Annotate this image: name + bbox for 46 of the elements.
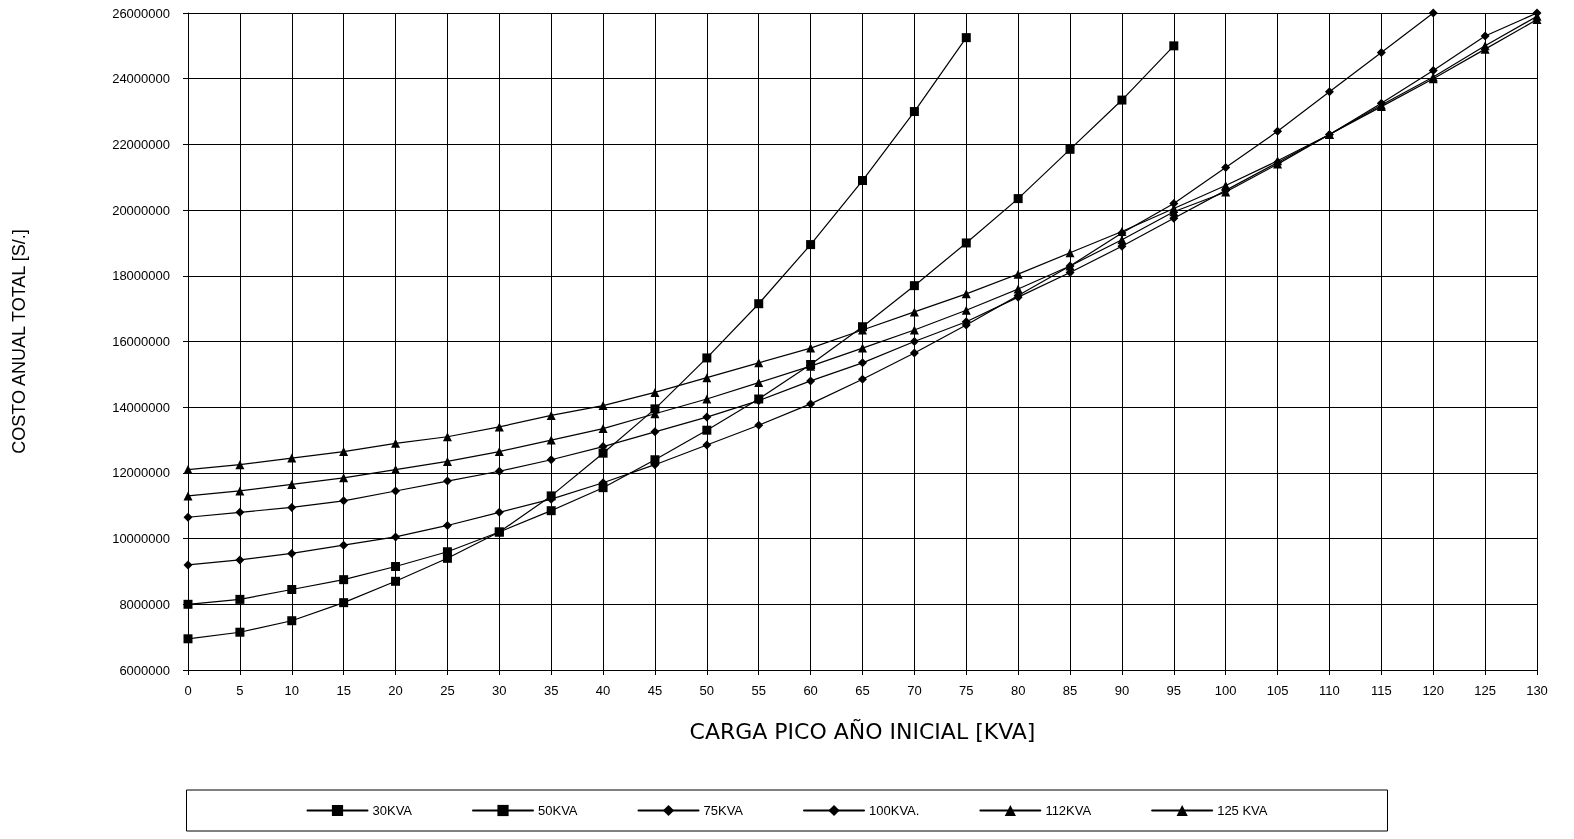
x-tick-label: 130 [1526,683,1548,698]
x-tick-label: 80 [1010,683,1026,698]
x-tick-label: 20 [388,683,403,698]
legend-label: 75KVA [703,803,744,818]
x-tick-label: 55 [751,683,766,698]
x-tick-label: 45 [647,683,663,698]
y-tick-label: 8000000 [119,596,170,612]
x-tick-label: 40 [595,683,611,698]
y-tick-label: 18000000 [112,268,170,284]
legend-label: 100KVA. [869,803,920,818]
x-tick-label: 100 [1214,683,1237,698]
legend-label: 125 KVA [1217,803,1268,818]
y-tick-label: 12000000 [112,465,170,481]
x-tick-label: 65 [855,683,870,698]
x-tick-label: 5 [236,683,244,698]
legend-label: 112KVA [1045,803,1092,818]
x-tick-label: 125 [1474,683,1496,698]
x-tick-label: 60 [803,683,818,698]
y-tick-label: 26000000 [112,5,170,21]
x-tick-label: 120 [1422,683,1445,698]
x-tick-label: 30 [492,683,507,698]
x-tick-label: 70 [907,683,922,698]
x-tick-label: 25 [440,683,455,698]
legend-label: 30KVA [372,803,413,818]
x-tick-label: 0 [184,683,192,698]
y-tick-label: 6000000 [119,662,170,678]
y-tick-label: 20000000 [112,202,170,218]
y-axis-title: COSTO ANUAL TOTAL [S/.] [9,229,29,454]
x-tick-label: 105 [1266,683,1289,698]
y-tick-label: 24000000 [112,71,170,87]
x-tick-label: 95 [1166,683,1182,698]
y-tick-label: 14000000 [112,399,170,415]
x-tick-label: 10 [284,683,299,698]
x-tick-label: 35 [543,683,559,698]
y-tick-label: 10000000 [112,531,170,547]
y-tick-label: 22000000 [112,136,170,152]
x-tick-label: 50 [699,683,715,698]
x-tick-label: 15 [336,683,351,698]
x-tick-label: 90 [1114,683,1130,698]
x-axis-title: CARGA PICO AÑO INICIAL [KVA] [689,717,1036,744]
x-tick-label: 75 [959,683,974,698]
x-tick-label: 115 [1370,683,1392,698]
x-tick-label: 110 [1319,683,1340,698]
x-tick-label: 85 [1062,683,1078,698]
y-tick-label: 16000000 [112,334,170,349]
legend-label: 50KVA [538,803,578,818]
